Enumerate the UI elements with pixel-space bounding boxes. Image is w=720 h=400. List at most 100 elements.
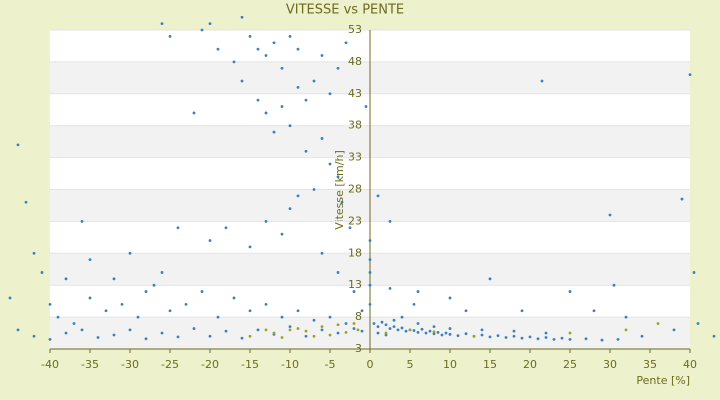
x-tick-label: -15: [241, 358, 259, 371]
point: [160, 331, 164, 335]
point: [624, 328, 628, 332]
point: [192, 111, 196, 115]
point: [592, 309, 596, 313]
point: [696, 322, 700, 325]
point: [56, 315, 60, 319]
point: [232, 296, 236, 300]
x-tick-label: 0: [367, 358, 374, 371]
point: [256, 328, 260, 332]
point: [464, 332, 468, 336]
point: [480, 328, 484, 332]
point: [16, 143, 20, 147]
point: [296, 309, 300, 313]
point: [340, 200, 344, 204]
point: [368, 271, 372, 274]
point: [416, 322, 420, 325]
point: [352, 290, 356, 293]
point: [264, 302, 268, 306]
point: [472, 334, 476, 338]
point: [416, 290, 420, 293]
x-axis-label: Pente [%]: [636, 374, 690, 387]
point: [16, 328, 20, 332]
point: [448, 327, 452, 330]
point: [488, 277, 492, 281]
x-tick-label: 35: [643, 358, 657, 371]
point: [456, 334, 460, 338]
point: [404, 329, 408, 333]
point: [64, 331, 68, 335]
point: [328, 315, 332, 319]
point: [256, 98, 260, 102]
y-tick-label: 48: [348, 55, 362, 68]
point: [216, 315, 220, 319]
y-tick-label: 8: [355, 310, 362, 323]
point: [368, 302, 372, 306]
point: [304, 334, 308, 338]
point: [256, 47, 260, 51]
point: [128, 251, 132, 255]
point: [480, 333, 484, 337]
point: [168, 309, 172, 313]
point: [8, 296, 12, 300]
point: [248, 34, 252, 38]
point: [544, 331, 548, 335]
point: [280, 232, 284, 236]
point: [288, 328, 292, 332]
point: [176, 335, 180, 339]
point: [272, 130, 276, 134]
point: [144, 290, 148, 293]
point: [364, 105, 368, 108]
point: [304, 98, 308, 102]
y-tick-label: 38: [348, 119, 362, 132]
point: [312, 318, 316, 322]
point: [296, 47, 300, 51]
point: [296, 194, 300, 198]
point: [288, 124, 292, 128]
point: [144, 337, 148, 341]
point: [24, 200, 28, 204]
point: [280, 336, 284, 339]
point: [312, 188, 316, 191]
point: [504, 336, 508, 339]
point: [328, 162, 332, 166]
point: [72, 322, 76, 325]
point: [396, 328, 400, 332]
point: [48, 302, 52, 306]
x-tick-label: 40: [683, 358, 697, 371]
point: [272, 41, 276, 45]
point: [80, 220, 84, 223]
point: [692, 271, 696, 274]
point: [616, 338, 620, 341]
point: [88, 258, 92, 262]
point: [368, 239, 372, 242]
point: [264, 54, 268, 57]
point: [688, 73, 692, 77]
point: [240, 79, 244, 83]
point: [312, 334, 316, 338]
point: [200, 28, 204, 32]
point: [412, 302, 416, 306]
point: [320, 328, 324, 332]
point: [568, 290, 572, 293]
point: [288, 207, 292, 211]
chart-title: VITESSE vs PENTE: [286, 3, 404, 18]
point: [416, 331, 420, 334]
point: [368, 258, 372, 262]
point: [160, 271, 164, 274]
point: [388, 286, 392, 290]
point: [540, 79, 544, 83]
x-tick-label: 20: [523, 358, 537, 371]
point: [240, 15, 244, 19]
point: [216, 47, 220, 51]
point: [160, 22, 164, 26]
point: [248, 245, 252, 249]
point: [512, 334, 516, 338]
point: [360, 309, 364, 313]
point: [384, 333, 388, 337]
point: [552, 338, 556, 341]
point: [348, 226, 352, 230]
point: [352, 322, 356, 325]
point: [32, 251, 36, 255]
point: [384, 331, 388, 335]
